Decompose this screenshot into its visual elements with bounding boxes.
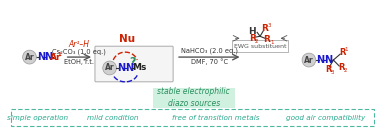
Text: 3: 3 xyxy=(268,23,271,28)
Text: stable electrophilic
diazo sources: stable electrophilic diazo sources xyxy=(157,87,230,108)
Text: R: R xyxy=(262,24,268,33)
Text: N: N xyxy=(125,63,133,73)
Text: simple operation: simple operation xyxy=(7,115,68,121)
Text: Ar: Ar xyxy=(25,53,34,62)
Text: N: N xyxy=(317,55,325,65)
FancyBboxPatch shape xyxy=(95,46,173,82)
Text: R: R xyxy=(338,63,344,72)
Circle shape xyxy=(302,53,316,67)
Text: free of transition metals: free of transition metals xyxy=(172,115,260,121)
Text: ?: ? xyxy=(129,57,135,67)
Text: Ms: Ms xyxy=(132,63,146,72)
Text: mild condition: mild condition xyxy=(87,115,138,121)
Text: Cs₂CO₃ (1.0 eq.): Cs₂CO₃ (1.0 eq.) xyxy=(53,49,106,55)
Text: H: H xyxy=(248,27,256,36)
Text: R: R xyxy=(339,48,345,57)
Circle shape xyxy=(23,50,36,64)
FancyBboxPatch shape xyxy=(232,40,288,52)
Text: NaHCO₃ (2.0 eq.): NaHCO₃ (2.0 eq.) xyxy=(181,48,238,54)
Text: 1: 1 xyxy=(344,47,348,52)
Text: EtOH, r.t.: EtOH, r.t. xyxy=(64,59,94,65)
Text: N: N xyxy=(117,63,125,73)
Text: DMF, 70 °C: DMF, 70 °C xyxy=(191,59,228,65)
Text: 2: 2 xyxy=(254,39,258,44)
Circle shape xyxy=(103,61,116,75)
Text: Ar: Ar xyxy=(50,53,62,62)
Text: N: N xyxy=(44,52,52,62)
Text: N: N xyxy=(37,52,45,62)
Text: Ar: Ar xyxy=(105,63,115,72)
FancyBboxPatch shape xyxy=(153,88,235,108)
Text: Nu: Nu xyxy=(119,34,135,44)
Text: R: R xyxy=(249,34,256,43)
Text: R: R xyxy=(325,65,332,74)
Text: 3: 3 xyxy=(331,70,334,75)
Text: EWG substituent: EWG substituent xyxy=(234,44,286,49)
Text: Ar¹–H: Ar¹–H xyxy=(69,40,90,49)
Text: N: N xyxy=(324,55,333,65)
Text: 2: 2 xyxy=(343,68,347,73)
Text: R: R xyxy=(263,35,270,44)
Text: 1: 1 xyxy=(270,40,274,45)
Text: good air compatibility: good air compatibility xyxy=(286,115,365,121)
FancyBboxPatch shape xyxy=(11,109,374,126)
Text: Ar: Ar xyxy=(304,56,314,65)
Text: 1: 1 xyxy=(58,52,62,57)
